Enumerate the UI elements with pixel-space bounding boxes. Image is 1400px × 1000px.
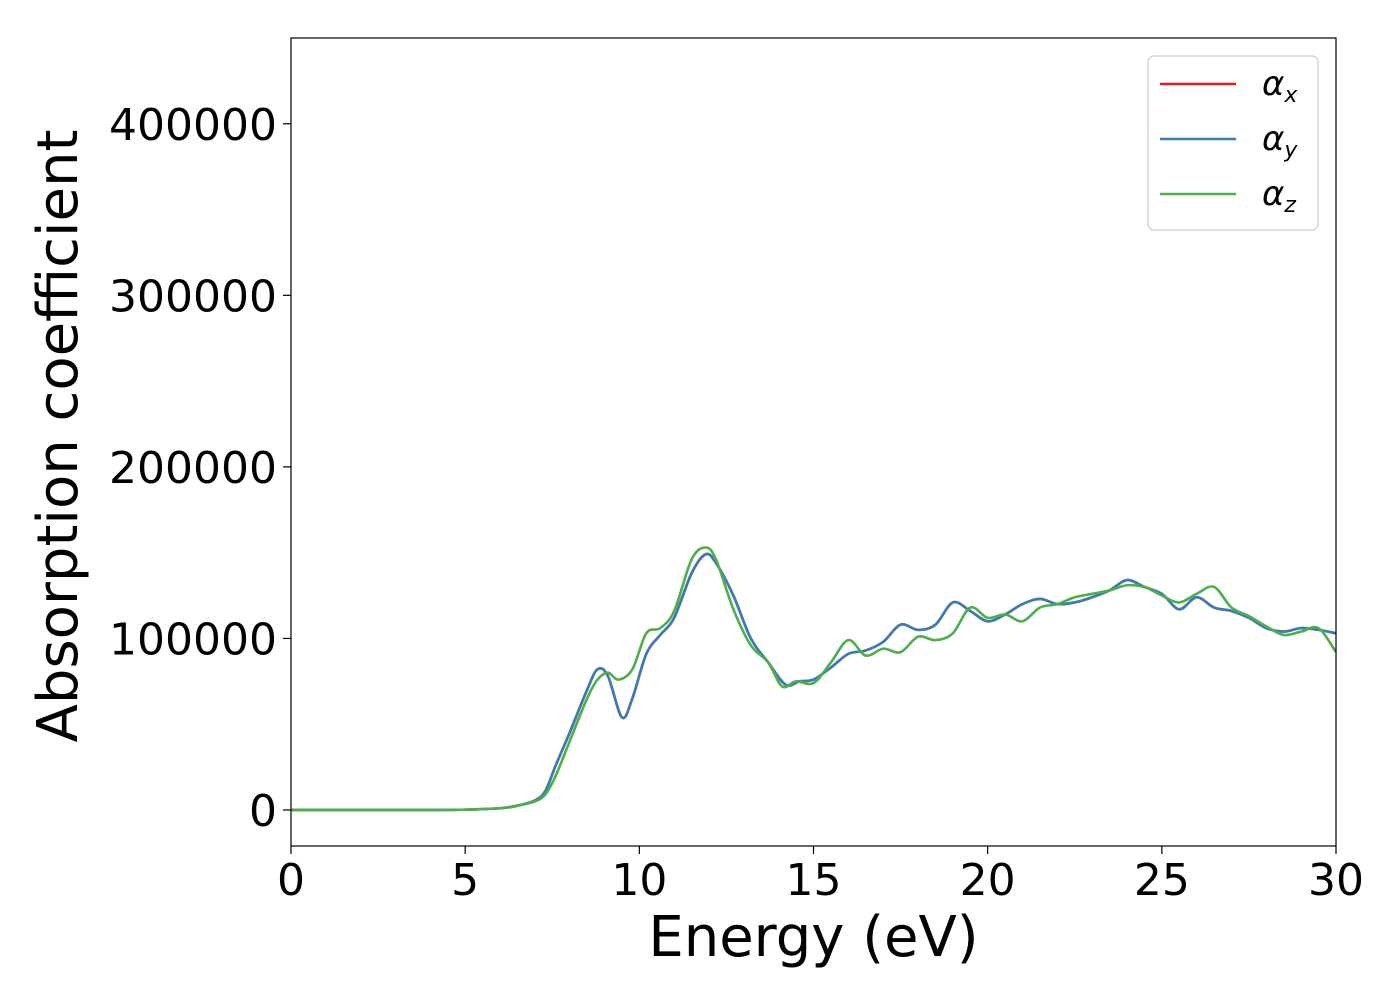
y-tick-label: 200000 (109, 443, 277, 494)
x-tick-label: 10 (611, 855, 667, 906)
y-axis-ticks: 0 100000 200000 300000 400000 (109, 100, 291, 837)
y-tick-label: 300000 (109, 271, 277, 322)
x-axis-label: Energy (eV) (648, 905, 978, 970)
legend-box (1147, 55, 1319, 231)
y-axis-label: Absorption coefficient (26, 130, 91, 743)
y-tick-label: 0 (249, 786, 277, 837)
series-layer (291, 546, 1336, 812)
y-tick-label: 400000 (109, 100, 277, 151)
legend: αx αy αz (1147, 55, 1319, 231)
series-line-alpha-y (291, 552, 1336, 812)
x-tick-label: 5 (451, 855, 479, 906)
x-tick-label: 20 (960, 855, 1016, 906)
x-axis-ticks: 0 5 10 15 20 25 30 (277, 846, 1364, 906)
legend-label-alpha-y: αy (1262, 119, 1298, 163)
x-tick-label: 25 (1134, 855, 1190, 906)
x-tick-label: 0 (277, 855, 305, 906)
legend-label-alpha-z: αz (1262, 174, 1296, 218)
series-line-alpha-z (291, 546, 1336, 812)
x-tick-label: 15 (786, 855, 842, 906)
legend-label-alpha-x: αx (1262, 64, 1298, 108)
x-tick-label: 30 (1308, 855, 1364, 906)
y-tick-label: 100000 (109, 614, 277, 665)
